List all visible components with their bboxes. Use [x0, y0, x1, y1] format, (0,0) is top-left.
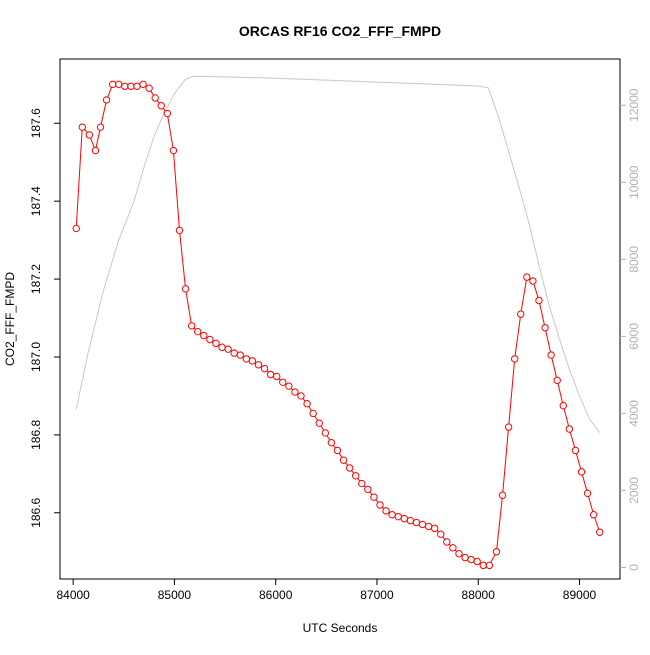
x-tick-label: 89000	[563, 588, 597, 602]
y-left-tick-label: 187.4	[29, 186, 43, 216]
y-left-tick-label: 187.2	[29, 264, 43, 294]
y-right-tick-label: 12000	[627, 88, 641, 122]
y-right-tick-label: 6000	[627, 323, 641, 350]
y-left-tick-label: 186.8	[29, 420, 43, 450]
x-tick-label: 88000	[462, 588, 496, 602]
y-right-tick-label: 10000	[627, 165, 641, 199]
x-tick-label: 86000	[259, 588, 293, 602]
x-tick-label: 87000	[360, 588, 394, 602]
y-right-tick-label: 4000	[627, 400, 641, 427]
chart-title: ORCAS RF16 CO2_FFF_FMPD	[239, 23, 441, 39]
y-right-tick-label: 0	[627, 564, 641, 571]
y-axis-label: CO2_FFF_FMPD	[3, 272, 17, 366]
y-right-tick-label: 8000	[627, 246, 641, 273]
x-tick-label: 85000	[158, 588, 192, 602]
y-left-tick-label: 187.0	[29, 342, 43, 372]
y-right-tick-label: 2000	[627, 477, 641, 504]
y-left-tick-label: 187.6	[29, 108, 43, 138]
y-left-tick-label: 186.6	[29, 497, 43, 527]
x-tick-label: 84000	[56, 588, 90, 602]
x-axis-label: UTC Seconds	[303, 621, 378, 635]
